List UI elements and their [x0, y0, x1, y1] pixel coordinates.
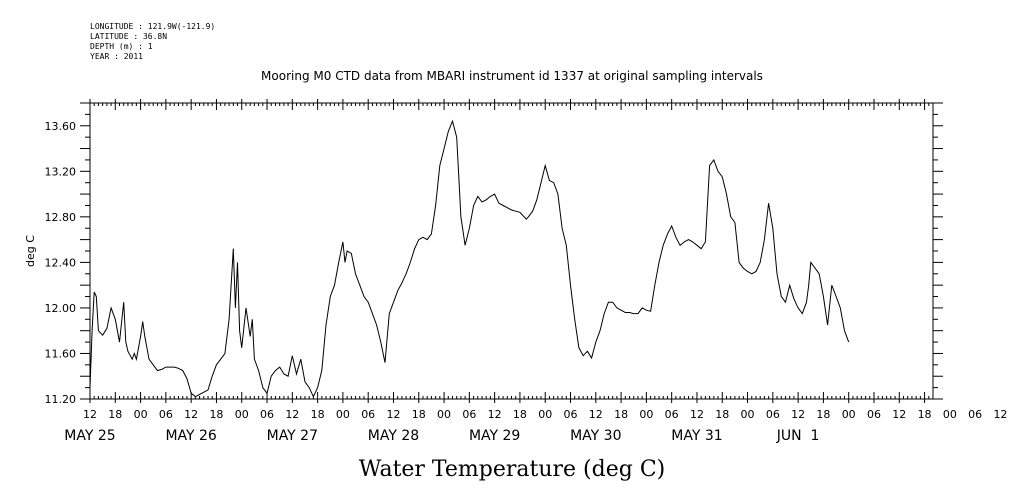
- latitude-text: LATITUDE : 36.8N: [90, 32, 168, 41]
- x-hour-label: 18: [209, 408, 223, 421]
- x-hour-label: 18: [816, 408, 830, 421]
- x-hour-label: 06: [766, 408, 780, 421]
- x-hour-label: 12: [83, 408, 97, 421]
- x-hour-label: 12: [589, 408, 603, 421]
- tick-marks: [80, 99, 943, 403]
- x-hour-label: 18: [108, 408, 122, 421]
- year-text: YEAR : 2011: [90, 52, 143, 61]
- x-hour-label: 00: [538, 408, 552, 421]
- x-date-label: MAY 31: [671, 428, 722, 444]
- series-line-water-temperature: [89, 119, 850, 398]
- x-hour-label: 00: [842, 408, 856, 421]
- x-hour-label: 06: [867, 408, 881, 421]
- x-date-label: JUN 1: [776, 428, 820, 444]
- x-hour-label: 12: [285, 408, 299, 421]
- x-hour-label: 12: [184, 408, 198, 421]
- x-hour-label: 18: [513, 408, 527, 421]
- x-hour-label: 12: [488, 408, 502, 421]
- y-tick-labels: 11.20 11.60 12.00 12.40 12.80 13.20 13.60: [45, 120, 77, 406]
- x-hour-label: 00: [134, 408, 148, 421]
- x-hour-label: 00: [336, 408, 350, 421]
- y-tick-label: 11.20: [45, 393, 77, 406]
- y-tick-label: 12.00: [45, 302, 77, 315]
- x-hour-tick-labels: 12 18 00 06 12 18 00 06 12 18 00 06 12 18 00 06 12 18 00 06…: [83, 408, 1007, 421]
- x-hour-label: 06: [665, 408, 679, 421]
- x-hour-label: 06: [361, 408, 375, 421]
- x-hour-label: 18: [412, 408, 426, 421]
- x-hour-label: 12: [791, 408, 805, 421]
- x-hour-label: 18: [614, 408, 628, 421]
- x-date-label: MAY 28: [368, 428, 419, 444]
- x-hour-label: 06: [968, 408, 982, 421]
- y-tick-label: 13.60: [45, 120, 77, 133]
- x-date-label: MAY 26: [165, 428, 216, 444]
- plot-frame: [89, 102, 934, 400]
- x-hour-label: 18: [715, 408, 729, 421]
- x-hour-label: 06: [159, 408, 173, 421]
- x-date-label: MAY 27: [267, 428, 318, 444]
- x-hour-label: 00: [943, 408, 957, 421]
- x-date-labels: MAY 25 MAY 26 MAY 27 MAY 28 MAY 29 MAY 30 MAY …: [64, 428, 819, 444]
- x-date-label: MAY 25: [64, 428, 115, 444]
- depth-text: DEPTH (m) : 1: [90, 42, 153, 51]
- x-hour-label: 06: [462, 408, 476, 421]
- longitude-text: LONGITUDE : 121.9W(-121.9): [90, 22, 216, 31]
- x-hour-label: 12: [690, 408, 704, 421]
- x-hour-label: 18: [918, 408, 932, 421]
- metadata-block: LONGITUDE : 121.9W(-121.9) LATITUDE : 36…: [90, 22, 215, 62]
- chart-title: Mooring M0 CTD data from MBARI instrumen…: [261, 69, 763, 83]
- x-hour-label: 00: [639, 408, 653, 421]
- x-hour-label: 06: [564, 408, 578, 421]
- x-axis-label: Water Temperature (deg C): [359, 457, 666, 482]
- x-hour-label: 18: [311, 408, 325, 421]
- x-hour-label: 12: [892, 408, 906, 421]
- y-tick-label: 11.60: [45, 347, 77, 360]
- x-date-label: MAY 29: [469, 428, 520, 444]
- x-hour-label: 00: [741, 408, 755, 421]
- x-date-label: MAY 30: [570, 428, 621, 444]
- y-tick-label: 12.80: [45, 211, 77, 224]
- x-hour-label: 00: [235, 408, 249, 421]
- y-axis-label: deg C: [24, 235, 37, 267]
- y-tick-label: 13.20: [45, 165, 77, 178]
- x-hour-label: 12: [386, 408, 400, 421]
- x-hour-label: 12: [993, 408, 1007, 421]
- x-hour-label: 00: [437, 408, 451, 421]
- y-tick-label: 12.40: [45, 256, 77, 269]
- series-layer: [89, 119, 850, 398]
- x-hour-label: 06: [260, 408, 274, 421]
